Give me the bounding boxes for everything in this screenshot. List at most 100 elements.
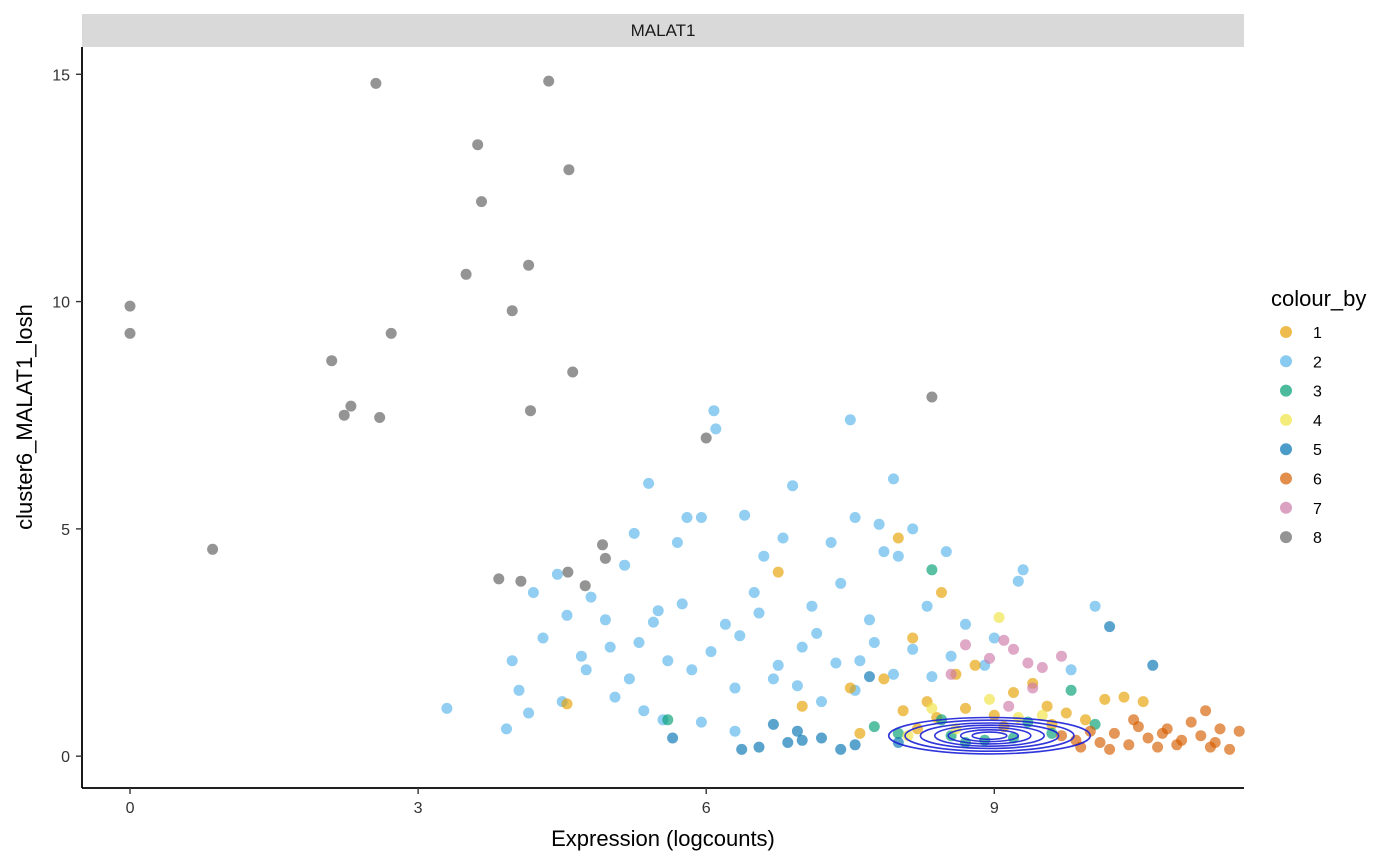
point-cluster-3 <box>662 714 674 726</box>
point-cluster-2 <box>1012 575 1024 587</box>
point-cluster-7 <box>960 639 971 651</box>
point-cluster-1 <box>1080 714 1091 726</box>
point-cluster-1 <box>1137 696 1149 708</box>
density-contour-line <box>947 726 1032 745</box>
point-cluster-2 <box>719 618 731 630</box>
point-cluster-2 <box>739 509 751 521</box>
point-cluster-1 <box>1118 691 1130 703</box>
point-cluster-7 <box>1036 662 1048 673</box>
point-cluster-2 <box>523 707 535 719</box>
point-cluster-3 <box>1065 684 1077 696</box>
y-axis-title: cluster6_MALAT1_losh <box>12 304 37 530</box>
point-cluster-2 <box>988 632 1000 644</box>
point-cluster-1 <box>1060 707 1072 719</box>
point-cluster-1 <box>561 698 573 710</box>
point-cluster-2 <box>647 616 659 628</box>
point-cluster-3 <box>926 564 938 576</box>
point-cluster-8 <box>597 539 608 551</box>
x-axis-title: Expression (logcounts) <box>551 826 775 851</box>
point-cluster-2 <box>816 696 827 708</box>
point-cluster-5 <box>1104 621 1116 633</box>
legend-key-8 <box>1280 531 1292 544</box>
point-cluster-8 <box>374 412 386 423</box>
point-cluster-1 <box>892 532 904 544</box>
point-cluster-2 <box>926 671 938 683</box>
point-cluster-2 <box>695 512 707 523</box>
legend-title: colour_by <box>1271 286 1366 311</box>
point-cluster-8 <box>525 405 536 417</box>
point-cluster-5 <box>835 743 847 755</box>
y-tick-label: 10 <box>52 295 70 312</box>
point-cluster-2 <box>599 614 611 626</box>
point-cluster-2 <box>868 637 880 648</box>
point-cluster-2 <box>705 646 717 658</box>
point-cluster-2 <box>844 414 856 426</box>
point-cluster-2 <box>791 680 803 692</box>
x-tick-label: 3 <box>414 800 423 817</box>
point-cluster-2 <box>777 532 789 544</box>
point-cluster-5 <box>849 739 861 751</box>
point-cluster-2 <box>772 659 784 671</box>
point-cluster-2 <box>892 550 904 562</box>
point-cluster-2 <box>907 643 919 655</box>
point-cluster-6 <box>1094 737 1106 748</box>
point-cluster-2 <box>1089 600 1101 612</box>
legend-key-1 <box>1280 326 1292 338</box>
legend-key-7 <box>1280 501 1292 514</box>
x-tick-label: 6 <box>702 800 711 817</box>
point-cluster-8 <box>207 543 219 555</box>
point-cluster-1 <box>1041 700 1053 712</box>
point-cluster-5 <box>753 741 765 753</box>
point-cluster-6 <box>1152 741 1164 753</box>
point-cluster-2 <box>527 587 539 598</box>
point-cluster-1 <box>1099 693 1111 705</box>
point-cluster-7 <box>984 652 995 664</box>
y-axis-ticks: 0 5 10 15 <box>52 67 82 766</box>
point-cluster-2 <box>561 609 573 621</box>
point-cluster-2 <box>681 512 693 523</box>
point-cluster-2 <box>628 527 640 539</box>
point-cluster-2 <box>710 423 722 435</box>
point-cluster-8 <box>506 305 518 317</box>
point-cluster-6 <box>1104 743 1116 755</box>
legend-label-6: 6 <box>1313 472 1322 489</box>
point-cluster-8 <box>460 268 472 280</box>
point-cluster-7 <box>1027 682 1039 694</box>
point-cluster-1 <box>936 587 947 598</box>
legend-label-7: 7 <box>1313 501 1322 518</box>
point-cluster-2 <box>864 614 875 626</box>
point-cluster-5 <box>791 725 803 737</box>
point-cluster-6 <box>1142 732 1154 744</box>
point-cluster-2 <box>796 641 808 653</box>
legend-key-3 <box>1280 384 1292 397</box>
point-cluster-8 <box>472 139 484 151</box>
point-cluster-6 <box>1156 727 1168 739</box>
point-cluster-4 <box>902 730 914 742</box>
point-cluster-8 <box>515 575 527 587</box>
point-cluster-2 <box>708 405 720 417</box>
x-tick-label: 0 <box>126 800 135 817</box>
point-cluster-2 <box>623 673 635 685</box>
point-cluster-6 <box>1224 743 1236 755</box>
point-cluster-6 <box>1214 723 1226 735</box>
point-cluster-8 <box>124 300 136 312</box>
point-cluster-1 <box>907 632 919 644</box>
point-cluster-8 <box>563 164 575 176</box>
point-cluster-3 <box>868 721 880 733</box>
point-cluster-6 <box>1123 739 1135 751</box>
point-cluster-6 <box>1233 725 1245 737</box>
point-cluster-2 <box>662 655 674 667</box>
point-cluster-1 <box>897 705 909 717</box>
point-cluster-8 <box>523 259 535 271</box>
point-cluster-7 <box>1022 657 1034 669</box>
point-cluster-2 <box>609 691 621 703</box>
point-cluster-2 <box>671 537 683 548</box>
point-cluster-5 <box>816 732 827 744</box>
point-cluster-2 <box>729 725 741 737</box>
point-cluster-6 <box>1185 716 1197 728</box>
point-cluster-8 <box>345 400 357 412</box>
y-tick-label: 5 <box>61 522 70 539</box>
point-cluster-2 <box>1065 664 1077 676</box>
density-contours-overlay <box>887 716 1092 755</box>
